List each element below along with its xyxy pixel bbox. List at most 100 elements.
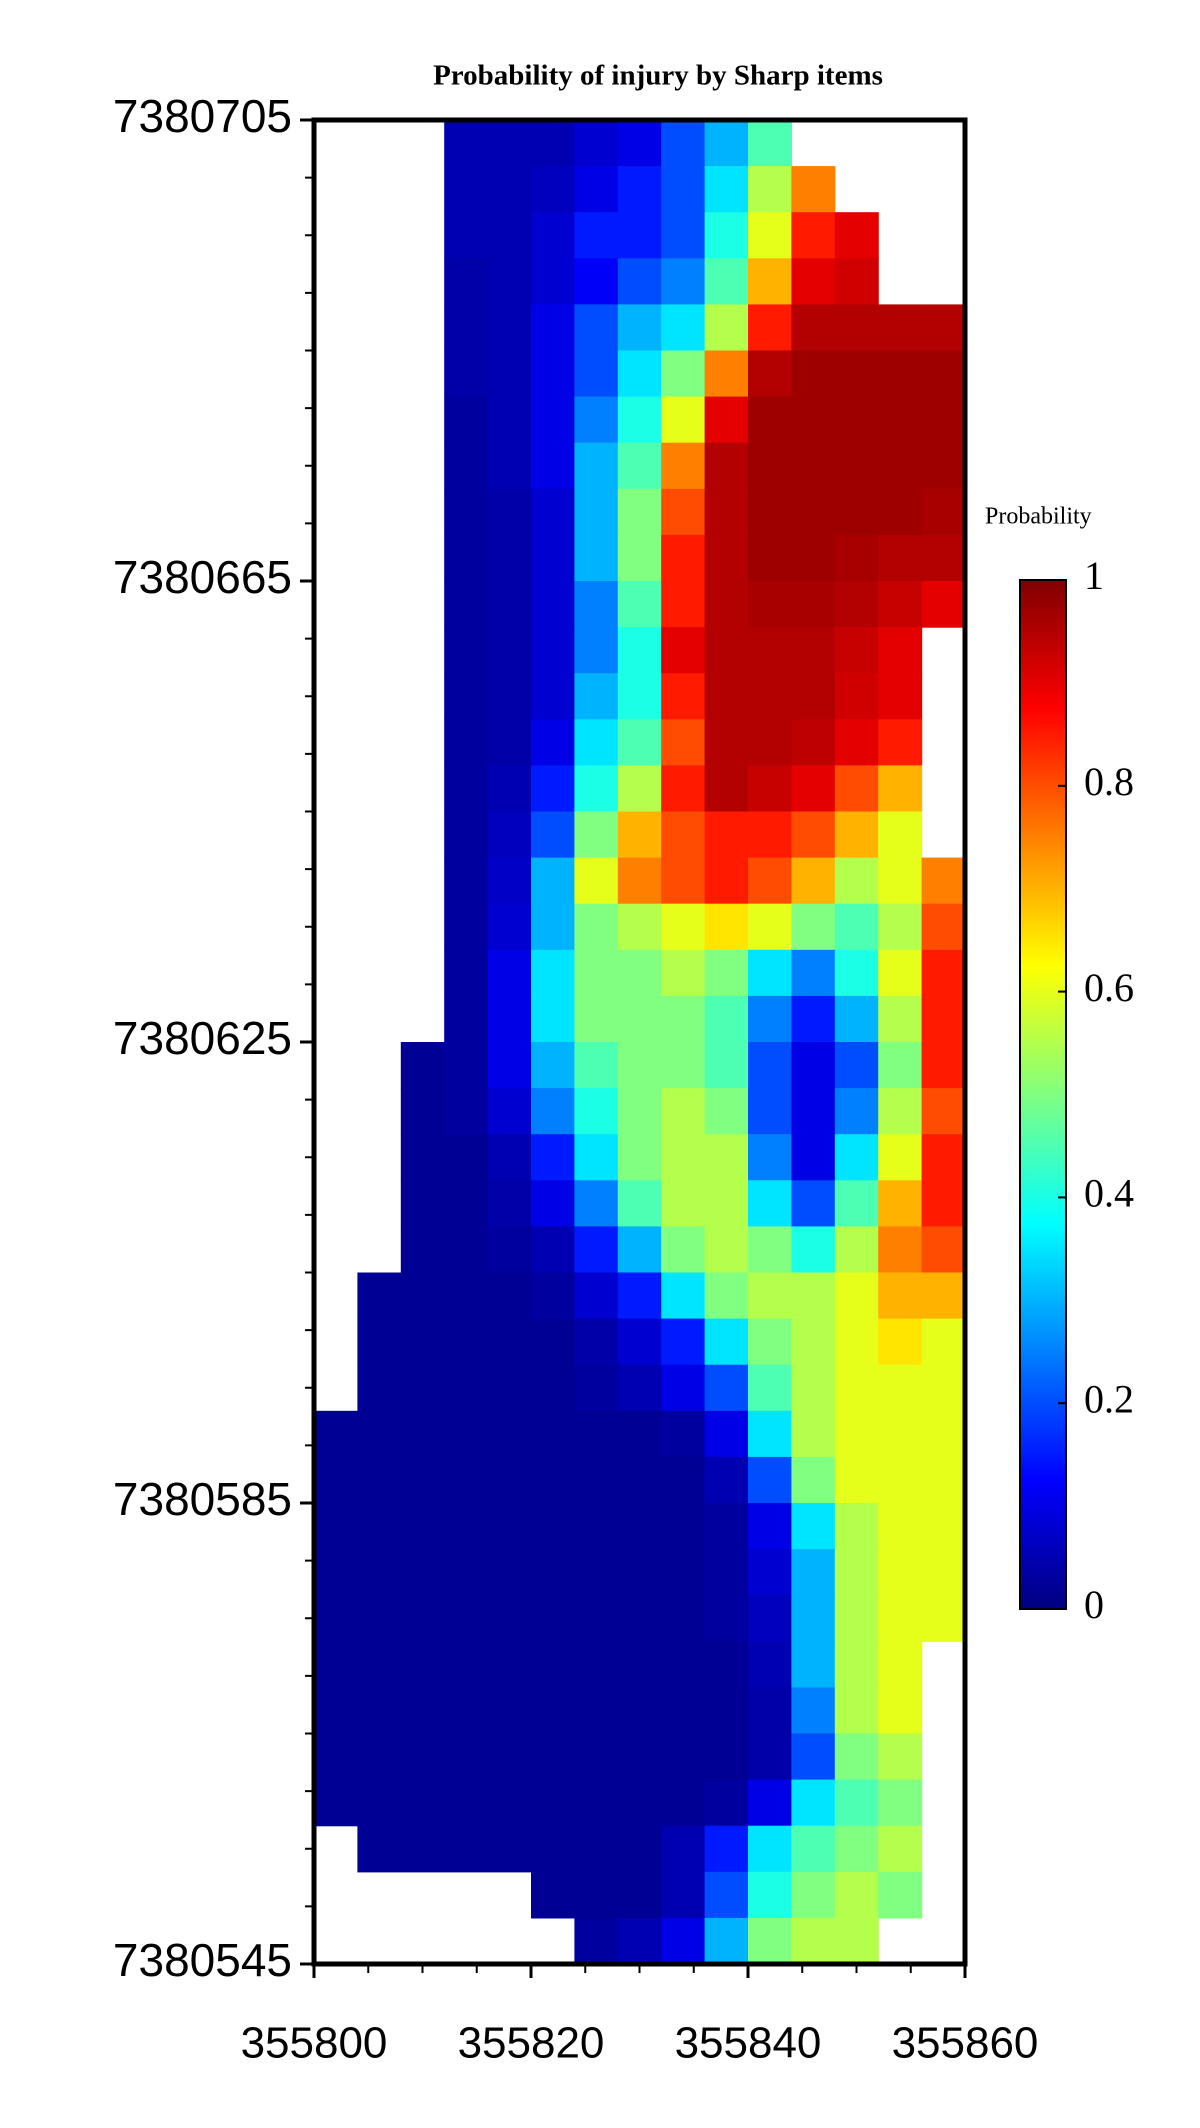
heatmap-cell [834, 1779, 879, 1827]
heatmap-cell [661, 1042, 706, 1089]
heatmap-cell [748, 1917, 792, 1965]
heatmap-cell [531, 1456, 575, 1504]
heatmap-cell [661, 673, 706, 720]
heatmap-cell [617, 949, 662, 997]
heatmap-cell [400, 1503, 445, 1550]
heatmap-cell [921, 1456, 966, 1504]
heatmap-cell [574, 1410, 619, 1458]
heatmap-cell [878, 1779, 923, 1827]
heatmap-cell [834, 719, 879, 766]
heatmap-cell [704, 1456, 749, 1504]
heatmap-cell [791, 1088, 836, 1135]
heatmap-cell [444, 1410, 489, 1458]
heatmap-cell [748, 673, 792, 720]
heatmap-cell [617, 1871, 662, 1919]
heatmap-cell [617, 258, 662, 305]
heatmap-cell [444, 765, 489, 813]
heatmap-cell [791, 396, 836, 444]
heatmap-cell [661, 212, 706, 259]
heatmap-cell [617, 120, 662, 167]
heatmap-cell [400, 1272, 445, 1320]
heatmap-cell [617, 1595, 662, 1642]
heatmap-cell [921, 350, 966, 398]
heatmap-cell [444, 1180, 489, 1227]
heatmap-cell [834, 1088, 879, 1135]
heatmap-cell [617, 1134, 662, 1181]
heatmap-cell [834, 1641, 879, 1688]
heatmap-cell [574, 1733, 619, 1781]
heatmap-cell [921, 1272, 966, 1320]
heatmap-cell [444, 258, 489, 305]
heatmap-cell [704, 1917, 749, 1965]
heatmap-cell [878, 396, 923, 444]
heatmap-cell [444, 1272, 489, 1320]
x-tick-label: 355800 [241, 2019, 388, 2068]
heatmap-cell [748, 1595, 792, 1642]
heatmap-cell [834, 811, 879, 859]
heatmap-cell [878, 1226, 923, 1274]
heatmap-cell [878, 857, 923, 905]
heatmap-cell [531, 1687, 575, 1735]
heatmap-cell [487, 396, 532, 444]
heatmap-cell [531, 1318, 575, 1366]
heatmap-cell [487, 1410, 532, 1458]
colorbar-label: Probability [985, 504, 1092, 530]
heatmap-cell [617, 1779, 662, 1827]
heatmap-cell [400, 1595, 445, 1642]
heatmap-cell [574, 1318, 619, 1366]
heatmap-cell [791, 304, 836, 352]
heatmap-cell [617, 903, 662, 951]
heatmap-cell [704, 258, 749, 305]
heatmap-cell [878, 1088, 923, 1135]
heatmap-cell [487, 258, 532, 305]
heatmap-cell [748, 488, 792, 536]
heatmap-cell [357, 1503, 402, 1550]
heatmap-cell [617, 581, 662, 628]
colorbar-tick-label: 1 [1084, 553, 1104, 598]
heatmap-cell [617, 488, 662, 536]
heatmap-cell [748, 1456, 792, 1504]
heatmap-cell [704, 1134, 749, 1181]
heatmap-cell [487, 765, 532, 813]
heatmap-cell [314, 1733, 358, 1781]
heatmap-cell [400, 1687, 445, 1735]
heatmap-cell [574, 1687, 619, 1735]
heatmap-cell [921, 1088, 966, 1135]
heatmap-cell [531, 811, 575, 859]
heatmap-cell [661, 1410, 706, 1458]
heatmap-cell [748, 1318, 792, 1366]
heatmap-cell [748, 857, 792, 905]
colorbar-tick-label: 0.4 [1084, 1171, 1134, 1216]
heatmap-cell [878, 1549, 923, 1596]
heatmap-cell [791, 442, 836, 490]
heatmap-cell [314, 1595, 358, 1642]
heatmap-cell [444, 1134, 489, 1181]
heatmap-cell [661, 1871, 706, 1919]
heatmap-cell [314, 1503, 358, 1550]
heatmap-cell [748, 1687, 792, 1735]
heatmap-cell [661, 166, 706, 213]
heatmap-cell [444, 1779, 489, 1827]
y-tick-label: 7380585 [113, 1473, 292, 1525]
heatmap-cell [834, 1733, 879, 1781]
heatmap-cell [791, 765, 836, 813]
heatmap-cell [921, 1226, 966, 1274]
heatmap-cell [487, 1180, 532, 1227]
heatmap-cell [661, 1088, 706, 1135]
heatmap-cell [444, 442, 489, 490]
heatmap-cell [661, 120, 706, 167]
heatmap-cell [834, 857, 879, 905]
heatmap-cell [661, 719, 706, 766]
heatmap-cell [878, 1410, 923, 1458]
heatmap-cell [921, 857, 966, 905]
heatmap-cell [531, 995, 575, 1043]
heatmap-cell [704, 811, 749, 859]
heatmap-cell [487, 1779, 532, 1827]
x-tick-label: 355820 [458, 2019, 605, 2068]
heatmap-cell [878, 1825, 923, 1873]
heatmap-cell [487, 120, 532, 167]
heatmap-cell [878, 1180, 923, 1227]
heatmap-cell [661, 1272, 706, 1320]
heatmap-cell [617, 1917, 662, 1965]
heatmap-cell [444, 350, 489, 398]
